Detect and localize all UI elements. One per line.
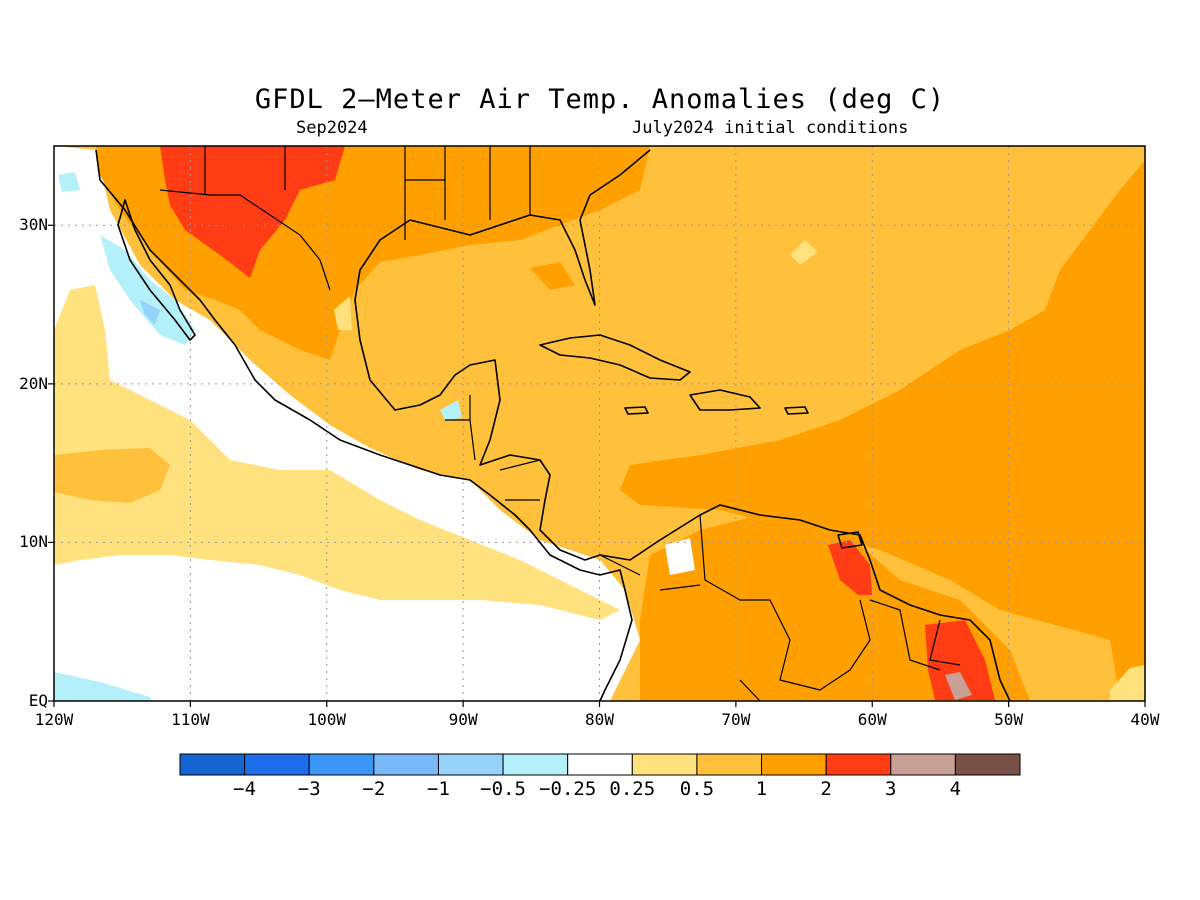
lon-label: 50W xyxy=(994,710,1024,729)
pacific-warm-band xyxy=(54,285,620,620)
colorbar-label: −4 xyxy=(233,778,257,800)
lat-label: 20N xyxy=(19,373,48,393)
colorbar-swatch xyxy=(567,753,633,776)
lon-label: 90W xyxy=(448,710,478,729)
colorbar-label: 0.25 xyxy=(609,778,656,800)
pacific-orange-blob xyxy=(54,448,170,503)
baja-cool-core xyxy=(140,300,160,325)
us-mexico-border xyxy=(159,146,531,291)
guyana-hot-spot xyxy=(828,540,872,595)
graticule xyxy=(54,146,1145,701)
sw-atlantic-yellow-patch xyxy=(1110,665,1145,701)
colorbar-swatch xyxy=(954,753,1021,776)
puerto-rico-line xyxy=(784,406,809,415)
colorbar-label: −2 xyxy=(362,778,386,800)
lon-label: 110W xyxy=(171,710,210,729)
cuba-line xyxy=(539,334,691,381)
lat-label: 10N xyxy=(19,532,48,552)
colorbar-swatch xyxy=(890,753,956,776)
mexico-yellow-dot xyxy=(334,296,352,330)
initial-conditions-label: July2024 initial conditions xyxy=(632,118,909,138)
central-america-borders xyxy=(445,395,641,576)
lon-label: 40W xyxy=(1130,710,1160,729)
yucatan-cool-area xyxy=(440,400,462,420)
us-gulf-coast-line xyxy=(409,149,651,306)
lon-label: 100W xyxy=(307,710,347,729)
colorbar-label: −0.5 xyxy=(480,778,526,800)
northwest-cool-patch xyxy=(58,172,80,192)
south-america-borders xyxy=(659,514,961,701)
map-title: GFDL 2—Meter Air Temp. Anomalies (deg C) xyxy=(254,84,946,115)
lon-label: 80W xyxy=(585,710,614,729)
north-mexico-hot-region xyxy=(160,146,345,278)
gulf-coast-line xyxy=(354,219,1011,701)
gulf-patch xyxy=(530,262,575,290)
forecast-month: Sep2024 xyxy=(296,118,368,138)
colorbar-swatch xyxy=(761,753,827,776)
lat-label: 30N xyxy=(19,215,48,235)
lon-label: 70W xyxy=(721,710,751,729)
pacific-coast-line xyxy=(95,149,633,701)
colorbar-swatch xyxy=(696,753,763,776)
colorbar-swatch xyxy=(308,753,375,776)
colorbar-label: 3 xyxy=(885,778,897,800)
extreme-hot-spot xyxy=(945,672,972,700)
anomaly-field xyxy=(54,146,1145,701)
atlantic-warm-region xyxy=(620,160,1145,701)
colorbar-label: −1 xyxy=(427,778,450,800)
colorbar-swatch xyxy=(437,753,504,776)
suriname-hot-spot xyxy=(925,620,995,700)
colorbar-label: 4 xyxy=(949,778,962,800)
colorbar-label: −0.25 xyxy=(539,778,597,800)
colombia-cool-area xyxy=(665,538,695,575)
colorbar-swatch xyxy=(631,753,698,776)
colorbar-swatch xyxy=(373,753,439,776)
lon-label: 120W xyxy=(34,710,74,729)
baja-cool-patch xyxy=(100,235,195,345)
coastlines xyxy=(95,146,1011,701)
colorbar-label: 0.5 xyxy=(679,778,715,800)
colorbar-label: 1 xyxy=(755,778,768,800)
colorbar-swatch xyxy=(825,753,892,776)
baja-peninsula-line xyxy=(117,199,196,341)
colorbar xyxy=(179,753,1021,776)
lat-label: EQ xyxy=(28,691,48,710)
lon-label: 60W xyxy=(857,710,887,729)
atlantic-yellow-dot xyxy=(790,240,818,265)
colorbar-swatch xyxy=(502,753,569,776)
hispaniola-line xyxy=(689,389,761,411)
trinidad-line xyxy=(837,531,863,549)
colorbar-label: −3 xyxy=(297,778,321,800)
colorbar-label: 2 xyxy=(820,778,832,800)
colorbar-swatch xyxy=(244,753,310,776)
colorbar-swatch xyxy=(179,753,246,776)
southwest-cool-patch xyxy=(54,672,152,701)
axis-ticks xyxy=(48,224,1146,707)
jamaica-line xyxy=(624,406,649,415)
